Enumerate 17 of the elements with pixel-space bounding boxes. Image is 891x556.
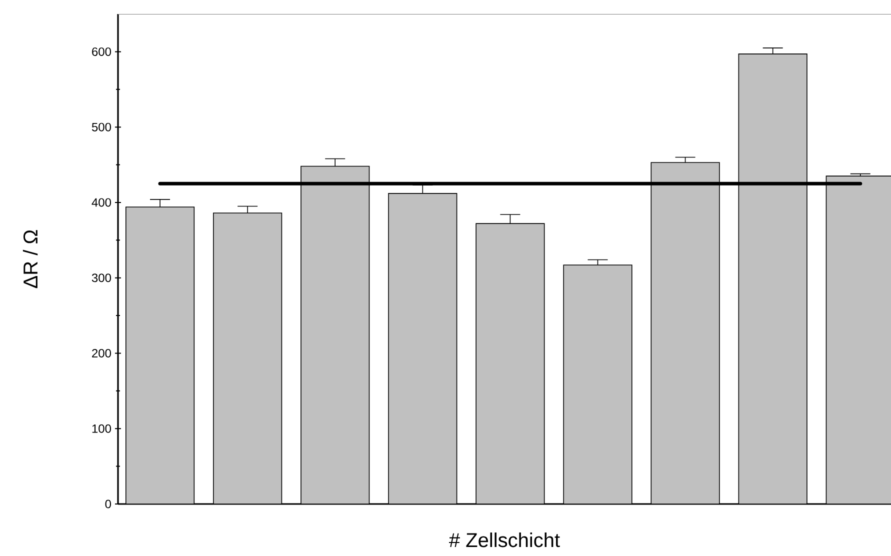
- bar: [300, 166, 370, 504]
- x-axis-title: # Zellschicht: [449, 532, 560, 548]
- bar: [738, 54, 808, 504]
- bar: [388, 193, 458, 504]
- y-tick-label: 300: [92, 274, 112, 282]
- bar: [563, 264, 632, 504]
- y-tick-label: 100: [92, 424, 112, 433]
- y-tick-label: 200: [92, 348, 112, 358]
- bar: [476, 223, 545, 504]
- bar: [650, 162, 720, 504]
- y-axis-title: ΔR / Ω: [22, 230, 38, 288]
- y-tick-label: 600: [92, 47, 112, 56]
- bar: [125, 206, 195, 504]
- bar: [213, 212, 282, 504]
- y-tick-label: 400: [92, 198, 112, 207]
- y-tick-label: 500: [92, 122, 112, 132]
- y-tick-label: 0: [105, 500, 112, 508]
